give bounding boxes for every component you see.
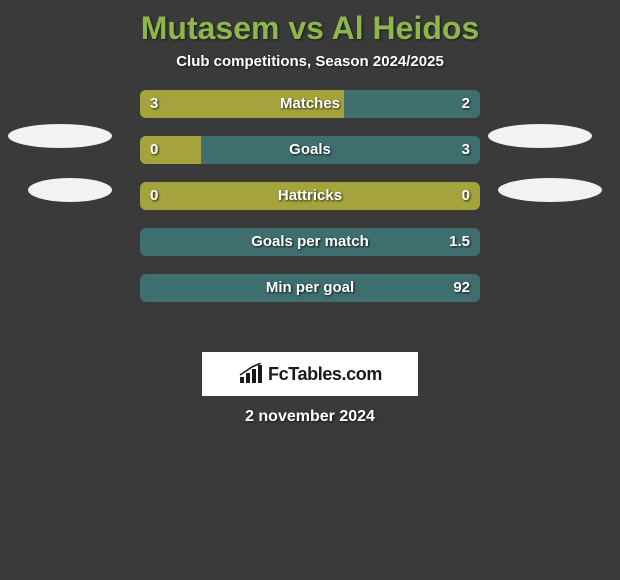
bar-left (140, 90, 344, 118)
date-line: 2 november 2024 (0, 408, 620, 426)
ellipse-placeholder (8, 124, 112, 148)
value-right: 92 (453, 274, 470, 302)
ellipse-placeholder (498, 178, 602, 202)
comparison-rows: Matches32Goals03Hattricks00Goals per mat… (0, 88, 620, 318)
comparison-row: Min per goal92 (0, 272, 620, 318)
value-right: 3 (462, 136, 470, 164)
bar-left (140, 182, 480, 210)
logo-text: FcTables.com (268, 364, 382, 385)
page-title: Mutasem vs Al Heidos (0, 0, 620, 53)
ellipse-placeholder (488, 124, 592, 148)
bar-right (140, 228, 480, 256)
bar-track (140, 228, 480, 256)
comparison-row: Goals per match1.5 (0, 226, 620, 272)
value-right: 1.5 (449, 228, 470, 256)
bar-track (140, 182, 480, 210)
value-right: 0 (462, 182, 470, 210)
ellipse-placeholder (28, 178, 112, 202)
value-left: 0 (150, 136, 158, 164)
value-left: 0 (150, 182, 158, 210)
bar-right (140, 274, 480, 302)
logo-box: FcTables.com (202, 352, 418, 396)
logo-chart-icon (238, 363, 264, 385)
bar-track (140, 274, 480, 302)
bar-right (344, 90, 480, 118)
subtitle: Club competitions, Season 2024/2025 (0, 53, 620, 88)
value-right: 2 (462, 90, 470, 118)
bar-track (140, 90, 480, 118)
bar-right (201, 136, 480, 164)
value-left: 3 (150, 90, 158, 118)
bar-track (140, 136, 480, 164)
